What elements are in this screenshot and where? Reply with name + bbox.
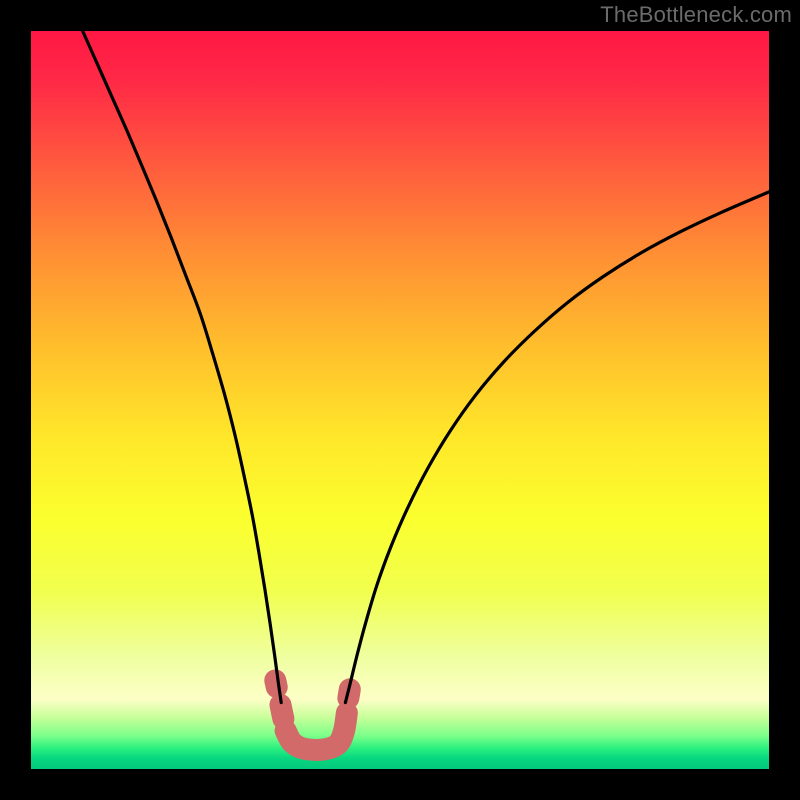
zone-marker-segment — [280, 705, 283, 719]
watermark-text: TheBottleneck.com — [600, 2, 792, 28]
gradient-background — [31, 31, 769, 769]
plot-area — [31, 31, 769, 769]
zone-marker-segment — [275, 680, 276, 687]
chart-svg — [31, 31, 769, 769]
